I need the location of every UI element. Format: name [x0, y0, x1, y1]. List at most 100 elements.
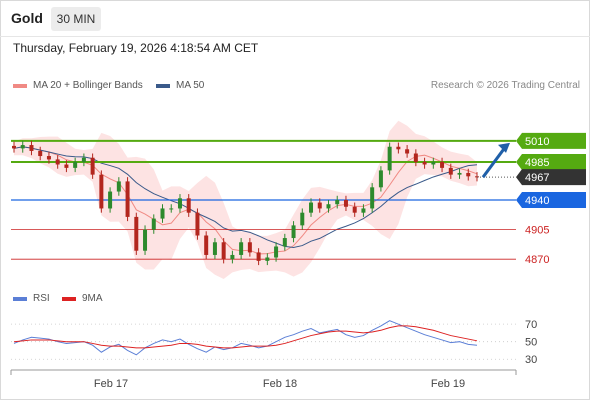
candle-body: [230, 254, 235, 260]
candle: [440, 157, 445, 173]
legend-9ma: 9MA: [62, 293, 103, 304]
candle: [265, 253, 270, 266]
resistance-badge-1: 5010: [516, 132, 586, 149]
candle-body: [431, 161, 436, 165]
candle-body: [343, 200, 348, 207]
timeframe-badge[interactable]: 30 MIN: [51, 7, 101, 31]
candle-body: [282, 238, 287, 247]
candle: [151, 214, 156, 234]
candle-body: [274, 246, 279, 258]
candle: [125, 177, 130, 222]
candle: [247, 238, 252, 257]
rsi-swatch-icon: [13, 296, 27, 301]
candle-body: [370, 187, 375, 209]
candle-body: [134, 216, 139, 251]
candle: [212, 238, 217, 260]
candle-body: [38, 150, 43, 157]
candle-body: [317, 202, 322, 209]
candle-body: [396, 146, 401, 150]
candle-body: [457, 172, 462, 175]
candle: [405, 145, 410, 158]
candle-body: [46, 156, 51, 160]
x-tick-label: Feb 17: [94, 378, 128, 390]
candle-body: [326, 204, 331, 209]
candle: [256, 248, 261, 266]
legend-rsi: RSI: [13, 293, 50, 304]
candle: [378, 166, 383, 192]
candle: [73, 157, 78, 173]
candle-body: [387, 146, 392, 171]
candle-body: [239, 242, 244, 255]
candle-body: [440, 161, 445, 168]
candle-body: [300, 212, 305, 226]
candle-body: [73, 161, 78, 168]
candle-body: [204, 235, 209, 255]
candle-body: [256, 252, 261, 261]
candle-body: [352, 206, 357, 213]
candle-body: [20, 145, 25, 149]
rsi-series-9ma: [13, 325, 478, 349]
candle: [169, 204, 174, 213]
candle-body: [448, 167, 453, 175]
candle: [343, 195, 348, 211]
legend-ma50: MA 50: [156, 80, 204, 91]
candle-body: [413, 153, 418, 162]
ma50-swatch-icon: [156, 83, 170, 88]
candle-body: [90, 157, 95, 175]
candle-body: [405, 149, 410, 154]
candle: [317, 198, 322, 213]
candle-body: [116, 181, 121, 192]
candle: [186, 194, 191, 217]
candle-body: [378, 170, 383, 188]
candle-body: [309, 202, 314, 213]
resistance-badge-2-text: 4985: [525, 157, 549, 169]
credit-text: Research © 2026 Trading Central: [430, 80, 580, 91]
current-price-badge-bg: [516, 169, 586, 186]
candle: [177, 194, 182, 213]
candle: [422, 157, 427, 169]
candle-body: [160, 208, 165, 219]
candle: [291, 221, 296, 243]
rsi-tick-label: 30: [525, 354, 537, 366]
candle: [413, 149, 418, 167]
candle: [431, 157, 436, 169]
current-price-badge: 4967: [516, 169, 586, 186]
candle: [108, 187, 113, 213]
forecast-arrow-shaft: [481, 147, 506, 179]
candle: [38, 146, 43, 161]
candle: [160, 204, 165, 223]
resistance-badge-2: 4985: [516, 153, 586, 170]
header-divider: [0, 36, 590, 37]
candle: [396, 142, 401, 154]
candle-body: [195, 212, 200, 236]
candle: [370, 183, 375, 213]
candle: [143, 225, 148, 255]
chart-header: Gold 30 MIN: [0, 0, 590, 38]
x-tick-label: Feb 19: [431, 378, 465, 390]
candle-body: [335, 200, 340, 205]
rsi-tick-label: 50: [525, 337, 537, 349]
candle: [309, 198, 314, 217]
candle: [12, 141, 16, 153]
candle: [274, 242, 279, 262]
support-label-2: 4870: [525, 254, 549, 266]
candle: [29, 140, 34, 156]
candle-body: [12, 145, 16, 149]
candle-body: [143, 229, 148, 251]
candle: [64, 160, 69, 173]
instrument-title: Gold: [11, 10, 43, 26]
candle-body: [361, 208, 366, 213]
current-price-badge-text: 4967: [525, 172, 549, 184]
candle: [300, 208, 305, 230]
candle: [448, 163, 453, 179]
candle-body: [55, 159, 60, 165]
candle-body: [265, 257, 270, 261]
rsi-tick-label: 70: [525, 319, 537, 331]
resistance-badge-1-bg: [516, 132, 586, 149]
candle-body: [291, 225, 296, 239]
candle-body: [99, 174, 104, 209]
bollinger-swatch-icon: [13, 83, 27, 88]
candle: [326, 200, 331, 213]
candle-body: [247, 242, 252, 253]
candle: [466, 168, 471, 181]
